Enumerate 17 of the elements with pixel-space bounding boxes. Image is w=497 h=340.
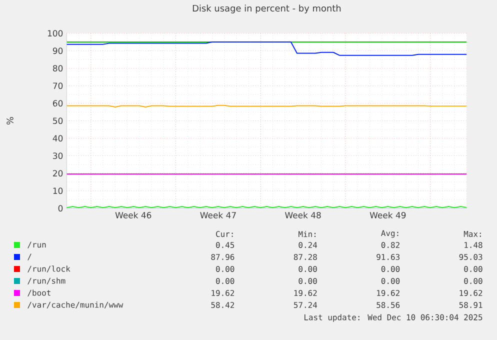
y-tick-label: 100 — [48, 30, 63, 37]
y-axis-title: % — [6, 117, 14, 125]
x-tick-label: Week 46 — [115, 212, 152, 218]
x-tick-label: Week 49 — [370, 212, 406, 218]
y-tick-label: 90 — [52, 48, 63, 54]
y-tick-label: 50 — [53, 118, 63, 124]
y-tick-label: 0 — [58, 205, 63, 212]
y-tick-label: 10 — [53, 188, 63, 194]
x-tick-label: Week 48 — [285, 212, 321, 218]
y-tick-label: 80 — [52, 65, 63, 72]
y-tick-label: 70 — [53, 82, 63, 90]
y-tick-label: 30 — [53, 152, 63, 160]
y-tick-label: 40 — [52, 135, 63, 142]
y-tick-label: 60 — [53, 100, 63, 107]
x-tick-label: Week 47 — [200, 212, 236, 218]
y-tick-label: 20 — [53, 170, 63, 177]
chart-title: Disk usage in percent - by month — [192, 4, 341, 14]
